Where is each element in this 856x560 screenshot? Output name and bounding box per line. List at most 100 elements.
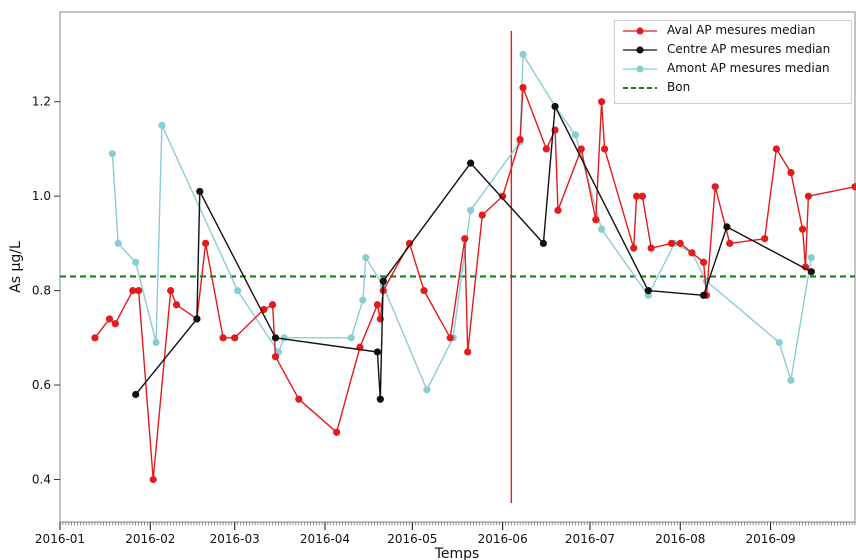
y-tick-label: 1.0 (32, 189, 51, 203)
data-point (231, 334, 239, 342)
legend-label-amont: Amont AP mesures median (667, 61, 830, 75)
data-point (598, 98, 606, 106)
data-point (167, 287, 175, 295)
data-point (519, 50, 527, 59)
x-tick-label: 2016-03 (210, 532, 260, 546)
series-line (135, 105, 812, 400)
data-point (347, 334, 355, 342)
legend-item-centre: Centre AP mesures median (615, 40, 851, 59)
x-tick-label: 2016-09 (745, 532, 795, 546)
data-point (268, 301, 277, 309)
x-tick-label: 2016-01 (35, 532, 85, 546)
data-point (688, 249, 696, 257)
data-point (807, 253, 815, 262)
data-point (196, 187, 204, 196)
legend-swatch-centre (623, 46, 657, 54)
data-point (647, 244, 655, 252)
data-point (600, 145, 609, 153)
data-point (158, 121, 166, 129)
data-point (105, 315, 114, 323)
y-tick-label: 0.8 (32, 284, 51, 298)
data-point (772, 145, 780, 153)
data-point (467, 159, 475, 167)
x-tick-label: 2016-06 (478, 532, 528, 546)
y-tick-label: 0.4 (32, 473, 51, 487)
data-point (726, 239, 734, 247)
data-point (787, 168, 795, 177)
data-point (464, 348, 472, 356)
data-point (280, 334, 288, 342)
data-point (630, 244, 638, 252)
data-point (423, 386, 431, 394)
data-point (420, 287, 428, 295)
legend-item-amont: Amont AP mesures median (615, 59, 851, 78)
data-point (644, 287, 652, 295)
data-point (362, 253, 370, 262)
data-point (577, 145, 585, 153)
legend-swatch-bon (623, 87, 657, 89)
data-point (271, 353, 280, 361)
data-point (499, 192, 507, 200)
series-layer (91, 50, 856, 484)
y-tick-label: 1.2 (32, 95, 51, 109)
legend-item-aval: Aval AP mesures median (615, 21, 851, 40)
data-point (132, 258, 140, 266)
data-point (632, 192, 641, 200)
data-point (638, 192, 647, 200)
data-point (667, 239, 676, 247)
data-point (516, 135, 524, 144)
data-point (295, 395, 303, 403)
series-centre (132, 102, 815, 403)
data-point (193, 315, 201, 323)
data-point (132, 390, 140, 399)
data-point (152, 338, 160, 347)
data-point (446, 334, 454, 342)
data-point (723, 223, 731, 231)
x-tick-label: 2016-02 (125, 532, 175, 546)
data-point (129, 287, 137, 295)
x-axis: 2016-01 2016-02 2016-03 2016-04 2016-05 2016-… (35, 522, 856, 546)
data-point (379, 277, 387, 285)
x-tick-label: 2016-08 (655, 532, 705, 546)
data-point (111, 320, 119, 328)
data-point (851, 183, 856, 191)
data-point (172, 301, 181, 309)
series-aval (91, 83, 856, 484)
data-point (467, 206, 475, 214)
data-point (373, 348, 382, 356)
legend-label-centre: Centre AP mesures median (667, 42, 831, 56)
legend-label-bon: Bon (667, 80, 691, 94)
data-point (798, 225, 807, 233)
data-point (478, 211, 486, 219)
legend-swatch-amont (623, 65, 657, 73)
legend-swatch-aval (623, 27, 657, 35)
data-point (149, 475, 157, 484)
x-tick-label: 2016-04 (300, 532, 350, 546)
y-tick-label: 0.6 (32, 378, 51, 392)
x-axis-label: Temps (434, 546, 480, 560)
data-point (807, 268, 815, 276)
data-point (598, 225, 606, 233)
data-point (373, 301, 382, 309)
data-point (234, 287, 242, 295)
data-point (787, 376, 795, 384)
y-axis: 0.4 0.6 0.8 1.0 1.2 (32, 95, 60, 487)
data-point (333, 428, 341, 436)
data-point (219, 334, 227, 342)
x-tick-label: 2016-07 (565, 532, 615, 546)
data-point (114, 239, 122, 247)
data-point (91, 334, 99, 342)
data-point (554, 206, 562, 214)
data-point (271, 334, 280, 342)
data-point (108, 150, 117, 158)
data-point (676, 239, 684, 247)
data-point (359, 296, 367, 304)
data-point (761, 235, 769, 243)
data-point (592, 216, 600, 224)
legend-item-bon: Bon (615, 78, 851, 97)
data-point (542, 145, 550, 153)
data-point (519, 83, 527, 92)
data-point (711, 183, 719, 191)
data-point (376, 395, 384, 403)
x-tick-label: 2016-05 (387, 532, 437, 546)
